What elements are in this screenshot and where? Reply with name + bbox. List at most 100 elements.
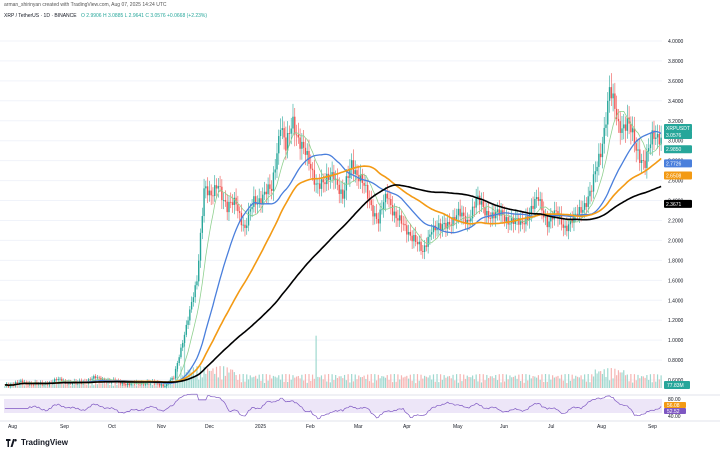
volume-bar bbox=[52, 382, 54, 388]
volume-bar bbox=[603, 369, 605, 388]
volume-bar bbox=[303, 380, 305, 388]
volume-bar bbox=[262, 374, 264, 388]
volume-bar bbox=[70, 385, 72, 388]
volume-bar bbox=[644, 377, 646, 388]
candle-body bbox=[431, 232, 433, 235]
candle-body bbox=[183, 334, 186, 343]
volume-bar bbox=[480, 382, 483, 388]
volume-bar bbox=[488, 378, 490, 388]
candle-body bbox=[174, 368, 177, 379]
volume-bar bbox=[237, 379, 239, 388]
candle-body bbox=[338, 184, 340, 194]
volume-bar bbox=[543, 381, 545, 388]
candle-body bbox=[642, 160, 645, 161]
candle-body bbox=[391, 205, 394, 216]
volume-bar bbox=[439, 374, 442, 388]
volume-bar bbox=[612, 378, 614, 388]
candle-body bbox=[302, 141, 305, 148]
candle-body bbox=[59, 378, 61, 380]
volume-bar bbox=[299, 378, 301, 388]
candle-body bbox=[463, 212, 465, 216]
candle-body bbox=[656, 133, 659, 138]
volume-bar bbox=[368, 381, 371, 388]
volume-bar bbox=[46, 385, 49, 388]
candle-body bbox=[16, 381, 19, 383]
candle-body bbox=[548, 221, 550, 228]
volume-bar bbox=[365, 378, 367, 388]
candle-body bbox=[171, 377, 173, 380]
candle-body bbox=[457, 208, 460, 216]
volume-bar bbox=[427, 377, 429, 388]
volume-bar bbox=[4, 385, 6, 388]
volume-bar bbox=[472, 375, 474, 388]
volume-bar bbox=[651, 382, 653, 388]
ohlc-values: O 2.9906 H 3.0885 L 2.9641 C 3.0576 +0.0… bbox=[81, 13, 208, 19]
candle-body bbox=[144, 383, 147, 385]
volume-bar bbox=[505, 374, 507, 388]
candle-body bbox=[635, 143, 637, 151]
candle-body bbox=[219, 186, 221, 187]
candle-body bbox=[559, 214, 561, 218]
y-tick-label: 0.8000 bbox=[668, 358, 684, 364]
volume-bar bbox=[319, 377, 321, 388]
volume-bar bbox=[201, 377, 203, 388]
volume-bar bbox=[523, 382, 525, 388]
candle-body bbox=[221, 186, 223, 201]
candle-body bbox=[523, 223, 525, 225]
volume-bar bbox=[495, 374, 497, 388]
volume-bar bbox=[285, 374, 287, 388]
candle-body bbox=[345, 176, 348, 191]
candle-body bbox=[413, 235, 415, 242]
candle-body bbox=[279, 129, 282, 137]
volume-bar bbox=[624, 375, 627, 388]
candle-body bbox=[164, 386, 166, 387]
candle-body bbox=[553, 210, 556, 220]
volume-bar bbox=[310, 381, 312, 388]
volume-bar bbox=[514, 375, 516, 388]
candle-body bbox=[20, 380, 22, 383]
volume-bar bbox=[479, 374, 481, 388]
volume-bar bbox=[520, 381, 522, 388]
candle-body bbox=[94, 376, 97, 379]
volume-bar bbox=[660, 375, 662, 388]
volume-bar bbox=[354, 374, 356, 388]
volume-bar bbox=[191, 372, 193, 388]
volume-bar bbox=[68, 382, 70, 388]
volume-bar bbox=[562, 380, 564, 388]
volume-bar bbox=[431, 379, 433, 388]
candle-body bbox=[436, 228, 438, 231]
volume-bar bbox=[361, 377, 363, 388]
price-label: 2.9850 bbox=[666, 147, 682, 153]
volume-bar bbox=[93, 385, 95, 388]
volume-bar bbox=[89, 385, 91, 388]
volume-bar bbox=[454, 380, 456, 388]
volume-bar bbox=[541, 374, 543, 388]
volume-bar bbox=[20, 384, 22, 388]
candle-body bbox=[381, 209, 383, 211]
price-label-box bbox=[664, 145, 692, 154]
candle-body bbox=[507, 217, 509, 225]
volume-bar bbox=[384, 377, 387, 388]
volume-bar bbox=[559, 378, 561, 388]
volume-bar bbox=[464, 378, 467, 388]
candle-body bbox=[64, 380, 67, 382]
volume-bar bbox=[61, 382, 63, 388]
volume-bar bbox=[598, 371, 600, 388]
tradingview-logo: TradingView bbox=[6, 438, 68, 447]
volume-bar bbox=[381, 376, 383, 388]
candle-body bbox=[550, 215, 552, 222]
volume-bar bbox=[100, 383, 102, 388]
volume-bar bbox=[242, 374, 244, 388]
volume-bar bbox=[151, 384, 154, 388]
candle-body bbox=[210, 190, 212, 196]
candle-body bbox=[607, 100, 609, 125]
volume-bar bbox=[320, 375, 323, 388]
volume-bar bbox=[363, 375, 365, 388]
symbol-line: XRP / TetherUS · 1D · BINANCE O 2.9906 H… bbox=[4, 13, 207, 20]
candle-body bbox=[589, 190, 591, 197]
candle-body bbox=[246, 225, 248, 228]
volume-bar bbox=[352, 381, 355, 388]
volume-bar bbox=[75, 382, 77, 388]
volume-bar bbox=[351, 374, 353, 388]
